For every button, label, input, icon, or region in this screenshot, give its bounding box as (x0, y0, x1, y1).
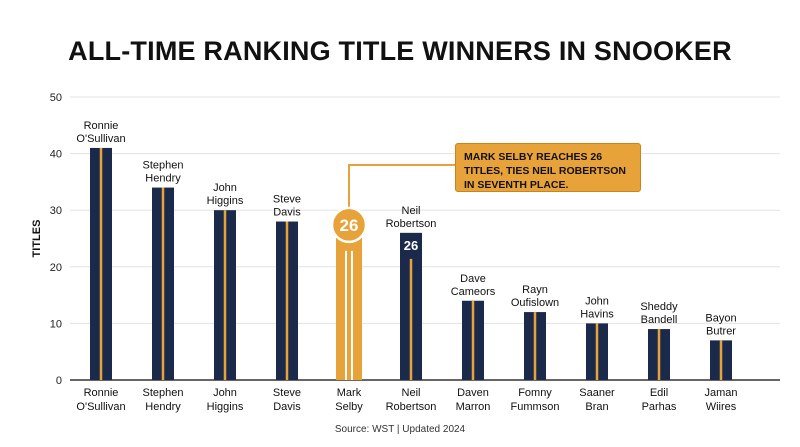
bar-label: Oufislown (511, 297, 559, 309)
value-badge (330, 206, 368, 244)
y-axis-label: TITLES (31, 220, 43, 258)
bar-label: Higgins (207, 195, 244, 207)
data-label: 26 (404, 238, 418, 253)
x-tick-label: Edil (650, 387, 668, 399)
bar-label: Robertson (386, 218, 437, 230)
y-tick-label: 0 (56, 375, 62, 387)
x-tick-label: Fummson (511, 401, 560, 413)
x-tick-label: Davis (273, 401, 301, 413)
bar-label: Steve (273, 194, 301, 206)
bar-label: Sheddy (640, 301, 678, 313)
x-tick-label: Ronnie (84, 387, 119, 399)
y-tick-label: 50 (50, 92, 62, 104)
bar-label: Butrer (706, 325, 736, 337)
bar-label: O'Sullivan (76, 133, 125, 145)
x-tick-label: Jaman (704, 387, 737, 399)
x-tick-label: Neil (402, 387, 421, 399)
x-tick-label: Wiires (706, 401, 737, 413)
x-tick-label: Steve (273, 387, 301, 399)
y-tick-label: 30 (50, 205, 62, 217)
y-tick-label: 20 (50, 262, 62, 274)
bar-label: Neil (402, 205, 421, 217)
x-tick-label: Parhas (642, 401, 677, 413)
bar-label: Cameors (451, 286, 496, 298)
x-tick-label: Stephen (143, 387, 184, 399)
x-tick-label: O'Sullivan (76, 401, 125, 413)
x-tick-label: Saaner (579, 387, 615, 399)
chart-title: ALL-TIME RANKING TITLE WINNERS IN SNOOKE… (68, 36, 732, 66)
bar-label: Davis (273, 207, 301, 219)
annotation-callout: MARK SELBY REACHES 26 TITLES, TIES NEIL … (455, 143, 641, 192)
x-tick-label: Hendry (145, 401, 181, 413)
value-badge-label: 26 (340, 216, 359, 235)
x-tick-label: John (213, 387, 237, 399)
bar-label: Havins (580, 308, 614, 320)
annotation-connector (348, 164, 455, 208)
bar-label: Bayon (705, 312, 736, 324)
bar-label: Dave (460, 273, 486, 285)
x-tick-label: Bran (585, 401, 608, 413)
bar-label: Hendry (145, 173, 181, 185)
x-tick-label: Fomny (518, 387, 552, 399)
bar-label: John (213, 182, 237, 194)
x-tick-label: Marron (456, 401, 491, 413)
y-tick-label: 40 (50, 149, 62, 161)
bar (336, 232, 362, 380)
bar-label: John (585, 295, 609, 307)
y-tick-label: 10 (50, 318, 62, 330)
source-note: Source: WST | Updated 2024 (334, 424, 466, 435)
bar-label: Rayn (522, 284, 548, 296)
bar-label: Stephen (143, 160, 184, 172)
x-tick-label: Mark (337, 387, 362, 399)
bar-label: Ronnie (84, 120, 119, 132)
bar-label: Bandell (641, 314, 678, 326)
x-tick-label: Higgins (207, 401, 244, 413)
x-tick-label: Selby (335, 401, 363, 413)
x-tick-label: Daven (457, 387, 489, 399)
x-tick-label: Robertson (386, 401, 437, 413)
